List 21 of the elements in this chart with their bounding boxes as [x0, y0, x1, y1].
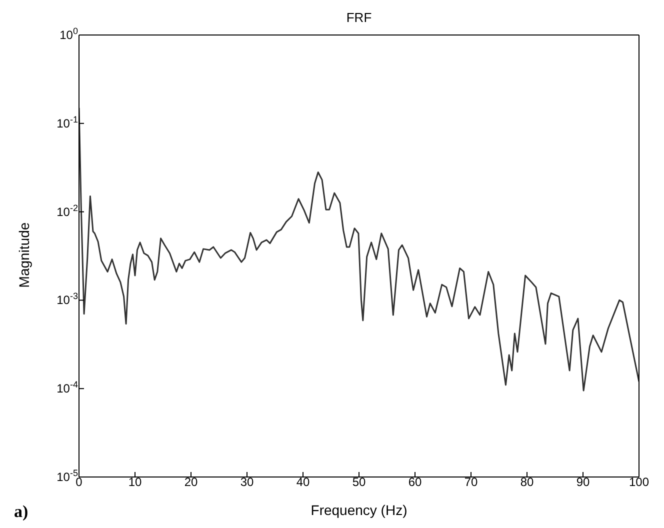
x-tick-label: 10 — [128, 475, 142, 489]
line-series — [79, 107, 639, 392]
text: a) — [14, 502, 28, 522]
y-tick-label: 10$^{-1}$ — [56, 114, 78, 130]
y-tick-label: 10$^{-4}$ — [56, 380, 78, 396]
x-tick-label: 30 — [240, 475, 254, 489]
x-tick-label: 80 — [520, 475, 534, 489]
x-tick-label: 90 — [576, 475, 590, 489]
y-tick-label: 10$^{-3}$ — [56, 291, 78, 308]
x-tick-label: 0 — [76, 475, 83, 489]
x-tick-label: 100 — [628, 475, 650, 489]
x-tick-label: 50 — [352, 475, 366, 489]
chart-title: FRF — [345, 10, 373, 25]
x-tick-label: 60 — [408, 475, 422, 489]
x-axis-title: Frequency (Hz) — [310, 502, 408, 518]
x-tick-label: 40 — [296, 475, 310, 489]
y-tick-label: 10$^{-2}$ — [56, 202, 78, 219]
x-tick-label: 20 — [184, 475, 198, 489]
y-axis-title: Magnitude — [16, 222, 32, 288]
y-tick-label: 10$^{0}$ — [60, 26, 78, 42]
x-tick-label: 70 — [464, 475, 478, 489]
